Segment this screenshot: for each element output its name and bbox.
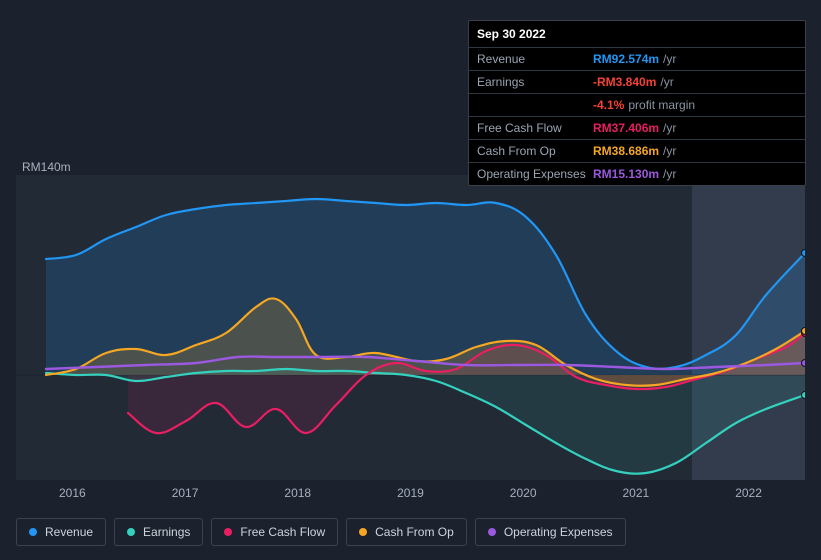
x-label: 2020 xyxy=(493,486,553,500)
tooltip-row: Cash From OpRM38.686m/yr xyxy=(469,140,805,163)
x-axis-labels: 2016 2017 2018 2019 2020 2021 2022 xyxy=(16,486,805,500)
tooltip-row-unit: /yr xyxy=(663,167,676,181)
tooltip-row-label xyxy=(477,98,593,112)
legend-dot-icon xyxy=(29,528,37,536)
tooltip-row-value: -4.1% xyxy=(593,98,624,112)
tooltip-row-value: RM37.406m xyxy=(593,121,659,135)
tooltip-row-label: Cash From Op xyxy=(477,144,593,158)
tooltip-row-label: Free Cash Flow xyxy=(477,121,593,135)
series-end-dot xyxy=(802,360,806,367)
legend-dot-icon xyxy=(224,528,232,536)
x-label: 2022 xyxy=(719,486,779,500)
financials-area-chart[interactable] xyxy=(16,175,805,480)
x-label: 2018 xyxy=(268,486,328,500)
tooltip-row: Operating ExpensesRM15.130m/yr xyxy=(469,163,805,185)
tooltip-row: Free Cash FlowRM37.406m/yr xyxy=(469,117,805,140)
tooltip-row-unit: /yr xyxy=(660,75,673,89)
tooltip-row-unit: /yr xyxy=(663,121,676,135)
tooltip-row: Earnings-RM3.840m/yr xyxy=(469,71,805,94)
legend-dot-icon xyxy=(488,528,496,536)
tooltip-row: RevenueRM92.574m/yr xyxy=(469,48,805,71)
tooltip-row-unit: profit margin xyxy=(628,98,695,112)
tooltip-row-value: RM92.574m xyxy=(593,52,659,66)
tooltip-row-label: Operating Expenses xyxy=(477,167,593,181)
tooltip-row: -4.1% profit margin xyxy=(469,94,805,117)
tooltip-row-unit: /yr xyxy=(663,144,676,158)
legend-dot-icon xyxy=(127,528,135,536)
tooltip-row-value: RM38.686m xyxy=(593,144,659,158)
tooltip-row-value: RM15.130m xyxy=(593,167,659,181)
legend-item[interactable]: Operating Expenses xyxy=(475,518,626,546)
tooltip-date: Sep 30 2022 xyxy=(469,21,805,48)
tooltip-row-value: -RM3.840m xyxy=(593,75,656,89)
x-label: 2017 xyxy=(155,486,215,500)
tooltip-row-unit: /yr xyxy=(663,52,676,66)
legend-label: Earnings xyxy=(143,525,190,539)
series-end-dot xyxy=(802,328,806,335)
series-end-dot xyxy=(802,392,806,399)
series-end-dot xyxy=(802,250,806,257)
legend-item[interactable]: Revenue xyxy=(16,518,106,546)
tooltip-row-label: Earnings xyxy=(477,75,593,89)
legend-label: Revenue xyxy=(45,525,93,539)
chart-legend: Revenue Earnings Free Cash Flow Cash From O… xyxy=(16,518,626,546)
legend-item[interactable]: Earnings xyxy=(114,518,203,546)
legend-item[interactable]: Cash From Op xyxy=(346,518,467,546)
x-label: 2019 xyxy=(380,486,440,500)
data-tooltip: Sep 30 2022 RevenueRM92.574m/yrEarnings-… xyxy=(468,20,806,186)
legend-item[interactable]: Free Cash Flow xyxy=(211,518,338,546)
legend-label: Operating Expenses xyxy=(504,525,613,539)
legend-label: Free Cash Flow xyxy=(240,525,325,539)
legend-label: Cash From Op xyxy=(375,525,454,539)
x-label: 2016 xyxy=(42,486,102,500)
y-axis-label-max: RM140m xyxy=(22,160,71,174)
legend-dot-icon xyxy=(359,528,367,536)
tooltip-row-label: Revenue xyxy=(477,52,593,66)
x-label: 2021 xyxy=(606,486,666,500)
